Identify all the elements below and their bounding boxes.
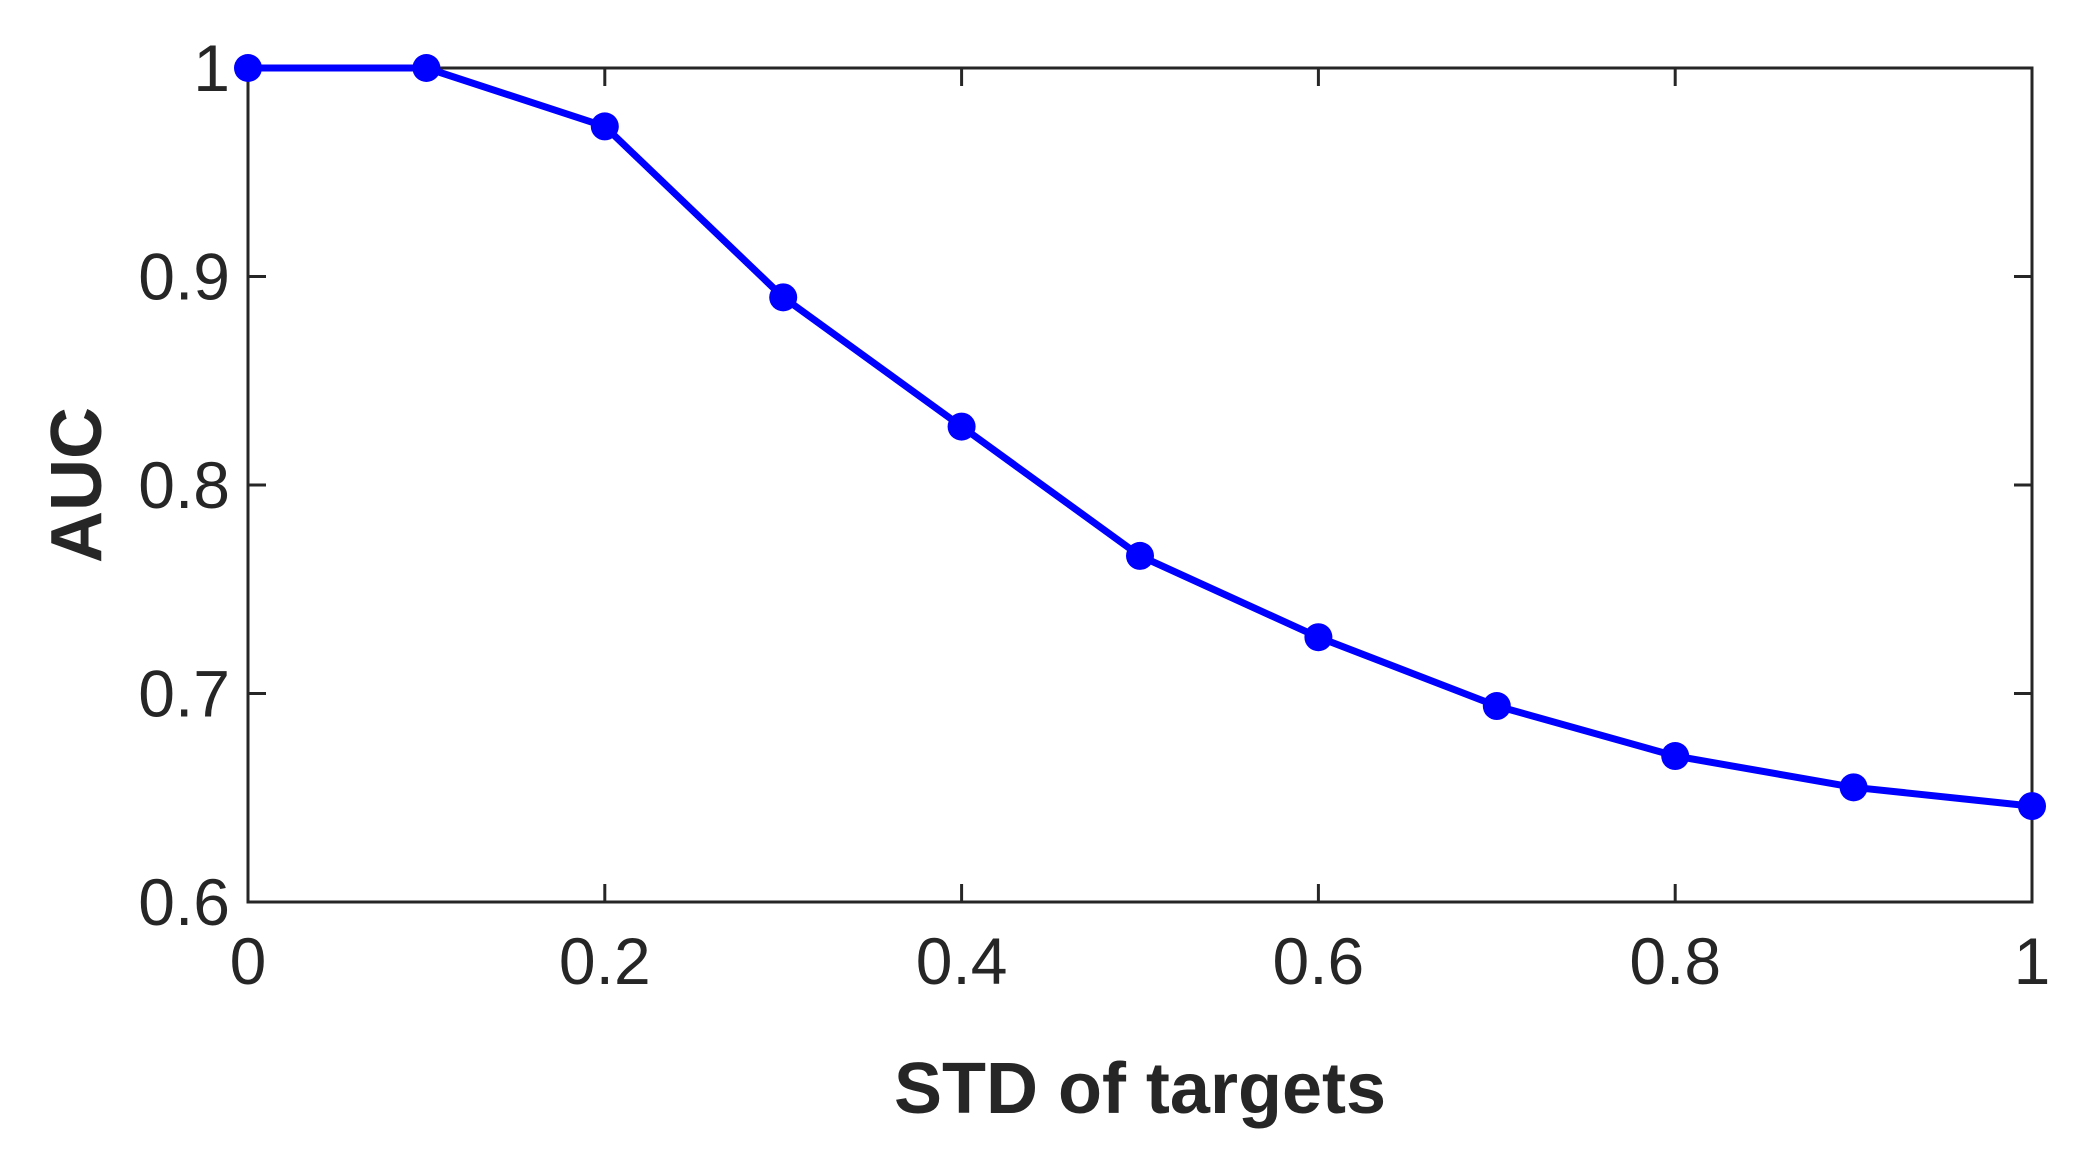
data-point	[590, 112, 619, 141]
x-tick-label: 0.2	[559, 924, 651, 998]
data-point	[1661, 742, 1690, 771]
data-point	[412, 54, 441, 82]
y-tick-label: 0.6	[138, 865, 230, 939]
x-tick-label: 0	[230, 924, 267, 998]
x-axis-title: STD of targets	[894, 1049, 1386, 1129]
y-tick-label: 1	[193, 31, 230, 105]
data-point	[1482, 692, 1511, 721]
y-tick-label: 0.9	[138, 240, 230, 314]
labels: STD of targets AUC	[37, 407, 1386, 1129]
y-tick-label: 0.7	[138, 657, 230, 731]
data-point	[1839, 773, 1868, 802]
series-layer	[234, 54, 2046, 821]
data-point	[2018, 792, 2046, 821]
y-tick-label: 0.8	[138, 448, 230, 522]
data-point	[234, 54, 262, 82]
data-point	[1304, 623, 1333, 652]
series-line	[244, 64, 2036, 810]
x-tick-label: 0.8	[1629, 924, 1721, 998]
axes: 0 0.2 0.4 0.6 0.8 1 0.6 0.7 0.8 0.9 1	[138, 31, 2050, 998]
data-point	[769, 283, 798, 312]
y-axis-title: AUC	[37, 407, 117, 563]
data-point	[1126, 541, 1154, 570]
data-point	[947, 412, 976, 441]
x-tick-label: 1	[2014, 924, 2051, 998]
x-tick-label: 0.4	[916, 924, 1008, 998]
x-tick-label: 0.6	[1273, 924, 1365, 998]
plot-area-frame	[246, 66, 2034, 904]
